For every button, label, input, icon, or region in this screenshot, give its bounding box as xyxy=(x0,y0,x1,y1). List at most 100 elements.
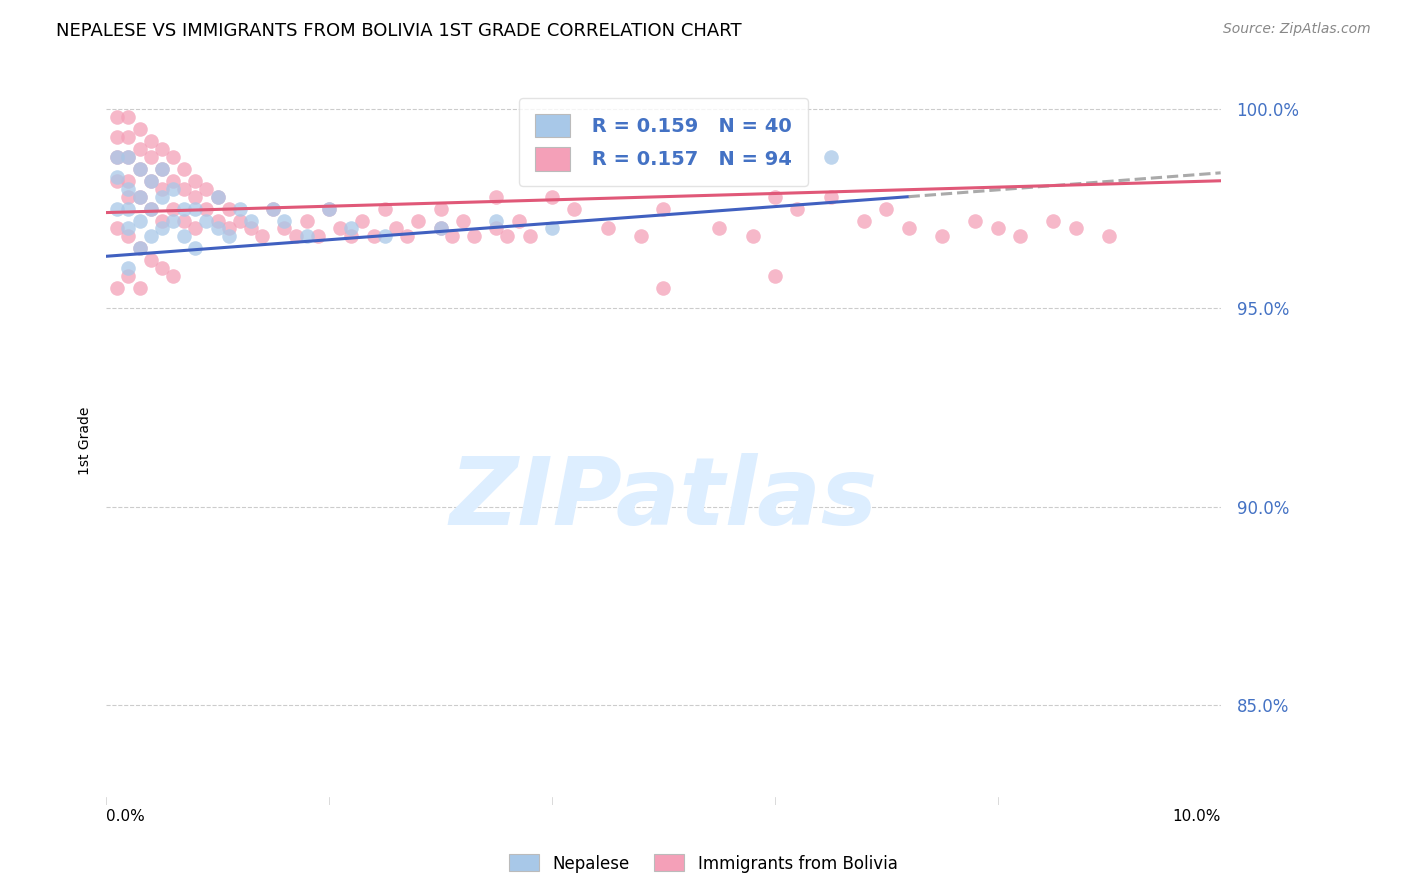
Point xyxy=(105,281,128,295)
Point xyxy=(741,229,763,244)
Point xyxy=(128,142,150,156)
Point xyxy=(117,189,139,203)
Point xyxy=(184,189,207,203)
Point xyxy=(240,213,263,227)
Point xyxy=(541,221,564,235)
Point xyxy=(218,202,240,216)
Point xyxy=(150,221,173,235)
Point xyxy=(429,202,451,216)
Point xyxy=(105,221,128,235)
Point xyxy=(496,229,519,244)
Point xyxy=(429,221,451,235)
Point xyxy=(105,169,128,184)
Point xyxy=(596,221,619,235)
Point xyxy=(307,229,329,244)
Point xyxy=(519,229,541,244)
Legend: Nepalese, Immigrants from Bolivia: Nepalese, Immigrants from Bolivia xyxy=(502,847,904,880)
Point xyxy=(451,213,474,227)
Text: Source: ZipAtlas.com: Source: ZipAtlas.com xyxy=(1223,22,1371,37)
Point xyxy=(150,261,173,276)
Point xyxy=(1008,229,1031,244)
Point xyxy=(897,221,920,235)
Point xyxy=(150,189,173,203)
Point xyxy=(117,202,139,216)
Legend:  R = 0.159   N = 40,  R = 0.157   N = 94: R = 0.159 N = 40, R = 0.157 N = 94 xyxy=(519,98,807,186)
Point xyxy=(1064,221,1087,235)
Point xyxy=(374,229,396,244)
Point xyxy=(931,229,953,244)
Point xyxy=(440,229,463,244)
Point xyxy=(463,229,485,244)
Point xyxy=(117,174,139,188)
Point xyxy=(117,261,139,276)
Point xyxy=(485,221,508,235)
Point xyxy=(162,213,184,227)
Point xyxy=(162,202,184,216)
Point xyxy=(117,269,139,284)
Text: 10.0%: 10.0% xyxy=(1173,809,1220,823)
Point xyxy=(105,110,128,124)
Point xyxy=(218,229,240,244)
Point xyxy=(139,202,162,216)
Point xyxy=(139,253,162,268)
Point xyxy=(195,202,218,216)
Text: NEPALESE VS IMMIGRANTS FROM BOLIVIA 1ST GRADE CORRELATION CHART: NEPALESE VS IMMIGRANTS FROM BOLIVIA 1ST … xyxy=(56,22,742,40)
Text: ZIPatlas: ZIPatlas xyxy=(450,453,877,545)
Point xyxy=(630,229,652,244)
Point xyxy=(385,221,408,235)
Point xyxy=(117,110,139,124)
Point xyxy=(853,213,876,227)
Point xyxy=(875,202,897,216)
Point xyxy=(207,189,229,203)
Point xyxy=(562,202,585,216)
Point xyxy=(262,202,284,216)
Point xyxy=(139,134,162,148)
Point xyxy=(128,241,150,255)
Y-axis label: 1st Grade: 1st Grade xyxy=(79,407,93,475)
Point xyxy=(195,182,218,196)
Point xyxy=(128,122,150,136)
Point xyxy=(128,281,150,295)
Point xyxy=(139,174,162,188)
Point xyxy=(150,182,173,196)
Point xyxy=(707,221,730,235)
Point xyxy=(139,174,162,188)
Point xyxy=(184,174,207,188)
Point xyxy=(105,150,128,164)
Point xyxy=(128,161,150,176)
Point xyxy=(150,142,173,156)
Point xyxy=(162,150,184,164)
Point xyxy=(763,269,786,284)
Point xyxy=(105,130,128,145)
Point xyxy=(1042,213,1064,227)
Point xyxy=(207,221,229,235)
Point xyxy=(485,213,508,227)
Point xyxy=(820,189,842,203)
Point xyxy=(396,229,419,244)
Point xyxy=(240,221,263,235)
Point xyxy=(965,213,987,227)
Point xyxy=(229,202,252,216)
Point xyxy=(139,202,162,216)
Point xyxy=(184,241,207,255)
Point xyxy=(150,161,173,176)
Point xyxy=(508,213,530,227)
Point xyxy=(128,161,150,176)
Point xyxy=(150,213,173,227)
Point xyxy=(207,213,229,227)
Point xyxy=(820,150,842,164)
Point xyxy=(273,221,295,235)
Point xyxy=(105,150,128,164)
Point xyxy=(117,229,139,244)
Point xyxy=(262,202,284,216)
Point xyxy=(273,213,295,227)
Point xyxy=(652,202,675,216)
Point xyxy=(105,202,128,216)
Point xyxy=(117,182,139,196)
Point xyxy=(117,150,139,164)
Point xyxy=(363,229,385,244)
Point xyxy=(173,182,195,196)
Point xyxy=(150,161,173,176)
Text: 0.0%: 0.0% xyxy=(107,809,145,823)
Point xyxy=(1098,229,1121,244)
